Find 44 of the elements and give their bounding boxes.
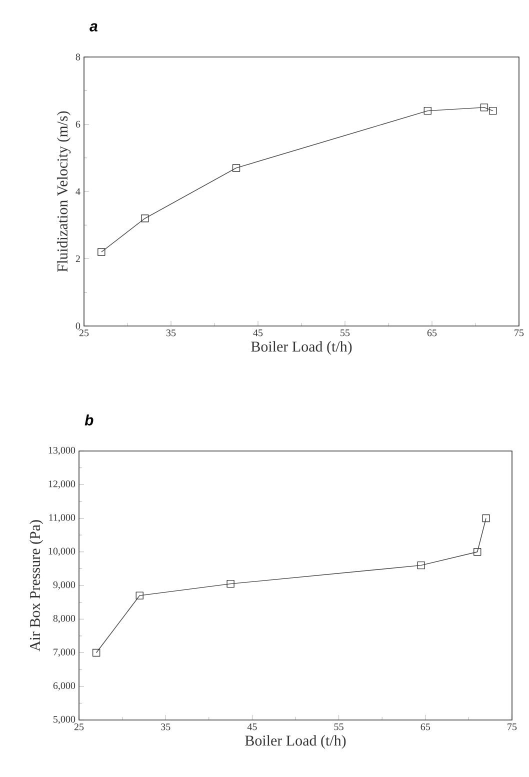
y-tick-label: 12,000 — [48, 480, 76, 489]
y-tick-label: 10,000 — [48, 548, 76, 556]
point — [417, 561, 425, 570]
x-tick-label: 45 — [247, 724, 257, 730]
chart-title: a — [90, 23, 98, 32]
point — [489, 106, 497, 115]
x-tick-label: 35 — [161, 724, 170, 730]
y-tick-label: 11,000 — [49, 514, 76, 522]
point — [232, 164, 240, 172]
x-tick-label: 25 — [79, 330, 89, 336]
x-axis-title: Boiler Load (t/h) — [251, 341, 352, 355]
y-tick-label: 0 — [76, 322, 80, 330]
x-tick-label: 65 — [420, 724, 430, 730]
x-tick-label: 65 — [427, 330, 437, 336]
y-tick-label: 2 — [76, 255, 80, 262]
point — [226, 580, 234, 588]
point — [98, 248, 106, 256]
y-tick-label: 4 — [76, 188, 80, 195]
y-axis-title: Fluidization Velocity (m/s) — [56, 111, 71, 272]
y-axis-title: Air Box Pressure (Pa) — [30, 520, 44, 652]
x-tick-label: 35 — [166, 330, 176, 336]
y-tick-label: 6,000 — [53, 682, 76, 690]
point — [482, 514, 490, 522]
x-tick-label: 55 — [340, 330, 350, 336]
point — [474, 548, 482, 556]
y-tick-label: 6 — [76, 120, 80, 128]
x-tick-label: 75 — [514, 330, 524, 336]
y-tick-label: 8 — [76, 54, 80, 60]
y-tick-label: 9,000 — [53, 581, 76, 590]
x-tick-label: 45 — [253, 330, 263, 336]
point — [424, 106, 432, 115]
point — [136, 592, 144, 600]
x-axis-title: Boiler Load (t/h) — [245, 735, 346, 749]
point — [92, 648, 100, 657]
x-tick-label: 25 — [74, 724, 84, 730]
point — [480, 104, 488, 112]
x-tick-label: 75 — [508, 724, 517, 730]
y-tick-label: 8,000 — [53, 615, 76, 624]
y-tick-label: 5,000 — [54, 716, 76, 724]
x-tick-label: 55 — [334, 724, 344, 730]
y-tick-label: 13,000 — [48, 446, 76, 456]
chart-title: b — [84, 414, 94, 426]
point — [141, 214, 149, 222]
y-tick-label: 7,000 — [54, 648, 76, 657]
